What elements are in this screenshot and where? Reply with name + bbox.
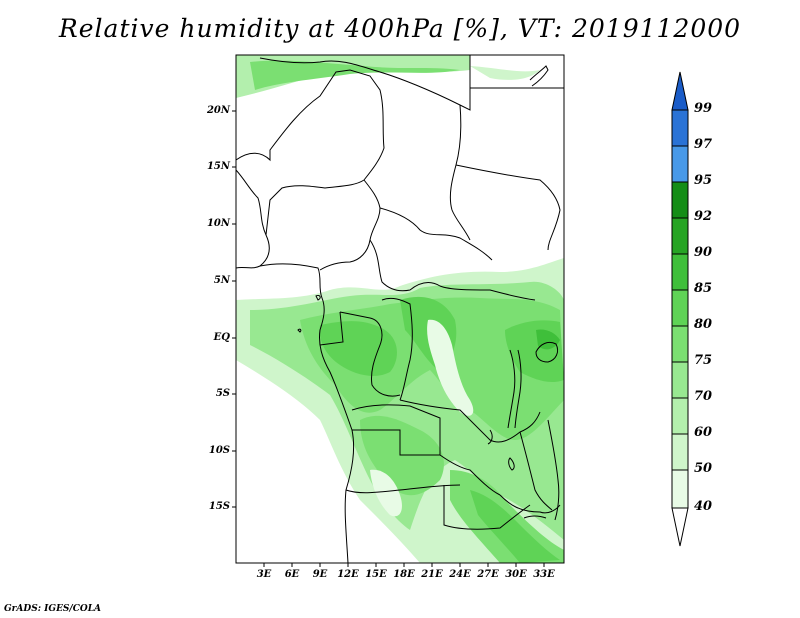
lat-ticks (232, 110, 236, 508)
colorbar-label-70: 70 (694, 389, 713, 404)
lon-label-18e: 18E (393, 569, 415, 580)
map-frame (235, 54, 565, 564)
lat-label-10n: 10N (206, 218, 230, 229)
colorbar-label-85: 85 (694, 281, 713, 296)
colorbar-label-95: 95 (694, 173, 713, 188)
lon-label-27e: 27E (477, 569, 499, 580)
colorbar-box-85 (671, 289, 689, 327)
footer-credit: GrADS: IGES/COLA (4, 604, 102, 614)
colorbar-label-99: 99 (694, 101, 713, 116)
colorbar-label-90: 90 (694, 245, 713, 260)
lon-label-21e: 21E (421, 569, 443, 580)
colorbar-box-92 (671, 217, 689, 255)
lon-label-3e: 3E (256, 569, 272, 580)
colorbar-box-70 (671, 397, 689, 435)
lat-label-eq: EQ (213, 332, 230, 343)
colorbar-box-95 (671, 181, 689, 219)
lon-label-24e: 24E (449, 569, 471, 580)
colorbar-label-80: 80 (694, 317, 713, 332)
lon-label-30e: 30E (505, 569, 527, 580)
map-title: Relative humidity at 400hPa [%], VT: 201… (58, 14, 742, 43)
lon-label-15e: 15E (365, 569, 387, 580)
lat-label-20n: 20N (206, 105, 230, 116)
humidity-field (236, 55, 564, 563)
lon-label-9e: 9E (312, 569, 328, 580)
colorbar-box-80 (671, 325, 689, 363)
colorbar-label-50: 50 (694, 461, 713, 476)
lat-label-10s: 10S (208, 445, 230, 456)
colorbar-box-60 (671, 433, 689, 471)
colorbar-label-60: 60 (694, 425, 713, 440)
colorbar-bottom-triangle (671, 507, 689, 547)
lon-label-33e: 33E (533, 569, 555, 580)
lat-label-5s: 5S (215, 388, 230, 399)
lat-label-15s: 15S (208, 501, 230, 512)
lon-label-6e: 6E (284, 569, 300, 580)
colorbar-label-92: 92 (694, 209, 713, 224)
colorbar-label-75: 75 (694, 353, 713, 368)
colorbar-box-50 (671, 469, 689, 509)
country-borders (236, 55, 564, 563)
colorbar-label-97: 97 (694, 137, 713, 152)
lon-label-12e: 12E (337, 569, 359, 580)
colorbar-box-90 (671, 253, 689, 291)
colorbar-box-75 (671, 361, 689, 399)
colorbar-top-triangle (671, 71, 689, 111)
colorbar-box-99 (671, 109, 689, 147)
lat-label-5n: 5N (213, 275, 230, 286)
colorbar-box-97 (671, 145, 689, 183)
colorbar-label-40: 40 (694, 499, 713, 514)
colorbar (671, 71, 689, 547)
lon-ticks (263, 563, 545, 567)
lat-label-15n: 15N (206, 161, 230, 172)
